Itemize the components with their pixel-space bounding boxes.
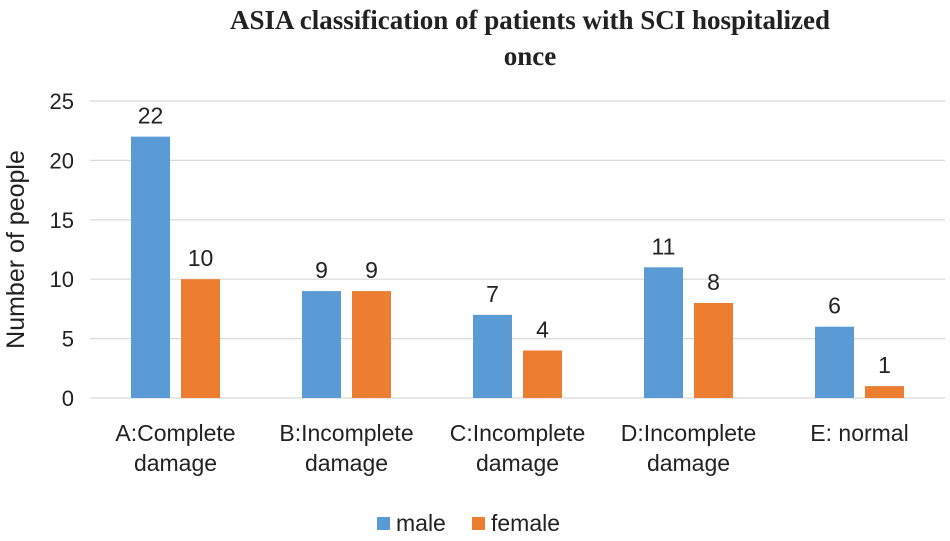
x-category-label: damage <box>476 450 559 476</box>
x-category-label: A:Complete <box>115 420 235 446</box>
bar-female <box>181 279 220 398</box>
bar-female <box>865 386 904 398</box>
y-tick-label: 5 <box>62 327 74 352</box>
y-axis-tick-labels: 0 5 10 15 20 25 <box>50 89 74 411</box>
x-category-label: C:Incomplete <box>450 420 586 446</box>
data-label-male: 6 <box>828 293 841 319</box>
legend-swatch-male <box>377 517 390 530</box>
x-category-label: E: normal <box>810 420 908 446</box>
x-axis-category-labels: A:Complete damage B:Incomplete damage C:Inco… <box>115 420 908 476</box>
chart-title-line: once <box>504 41 557 71</box>
bar-male <box>473 314 512 398</box>
bar-male <box>302 291 341 398</box>
y-tick-label: 0 <box>62 386 74 411</box>
x-category-label: B:Incomplete <box>279 420 413 446</box>
x-category-label: damage <box>647 450 730 476</box>
bar-female <box>352 291 391 398</box>
bar-female <box>694 302 733 398</box>
gridlines <box>90 100 945 399</box>
x-category-label: damage <box>305 450 388 476</box>
data-label-female: 1 <box>878 352 891 378</box>
legend-label-female: female <box>491 510 560 536</box>
y-tick-label: 10 <box>50 267 74 292</box>
x-category-label: damage <box>134 450 217 476</box>
data-label-female: 10 <box>188 245 214 271</box>
y-tick-label: 15 <box>50 208 74 233</box>
data-label-male: 22 <box>138 103 164 129</box>
chart-title: ASIA classification of patients with SCI… <box>230 5 830 71</box>
data-label-female: 9 <box>365 257 378 283</box>
data-labels: 22 10 9 9 7 4 11 8 6 1 <box>138 103 891 378</box>
bar-male <box>815 326 854 398</box>
data-label-male: 7 <box>486 281 499 307</box>
y-tick-label: 20 <box>50 148 74 173</box>
data-label-female: 8 <box>707 269 720 295</box>
y-axis-title-text: Number of people <box>2 150 30 349</box>
legend-label-male: male <box>396 510 446 536</box>
data-label-female: 4 <box>536 316 549 342</box>
data-label-male: 11 <box>652 233 676 259</box>
y-axis-title: Number of people <box>2 150 30 349</box>
legend-swatch-female <box>472 517 485 530</box>
bars <box>131 136 904 398</box>
y-tick-label: 25 <box>50 89 74 114</box>
bar-female <box>523 350 562 398</box>
data-label-male: 9 <box>315 257 328 283</box>
x-category-label: D:Incomplete <box>621 420 757 446</box>
bar-male <box>131 136 170 398</box>
legend: male female <box>377 510 560 536</box>
chart-title-line: ASIA classification of patients with SCI… <box>230 5 830 35</box>
bar-male <box>644 267 683 398</box>
